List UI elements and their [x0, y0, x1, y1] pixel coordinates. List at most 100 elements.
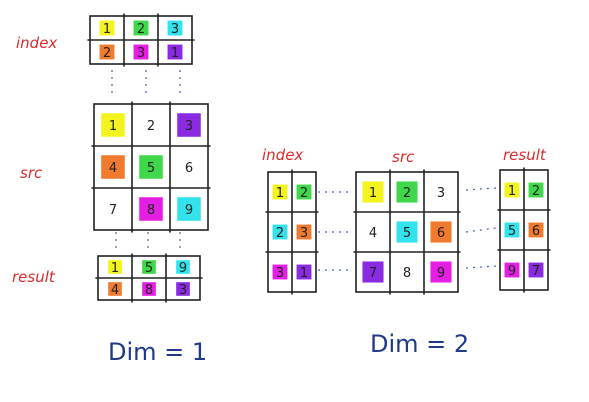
dim1-index-cell-highlight [167, 20, 183, 36]
dim2-result-cell-highlight [504, 222, 520, 238]
dim2-src-cell-value: 9 [437, 266, 445, 281]
dim1-src-label: src [20, 164, 43, 182]
dim1-index-cell-value: 2 [137, 22, 145, 37]
dim2-src-cell-highlight [396, 221, 418, 243]
dim2-index-label: index [262, 146, 303, 164]
dim2-result-cell-highlight [528, 262, 544, 278]
dim1-result-cell-highlight [142, 260, 156, 274]
dim1-src-cell-highlight [139, 197, 163, 221]
dim1-index-cell-highlight [167, 44, 183, 60]
dim1-index-cell-value: 2 [103, 46, 111, 61]
connector-dotted-line [465, 265, 497, 269]
dim1-index-cell-value: 3 [171, 22, 179, 37]
dim1-src-cell-value: 6 [185, 161, 193, 176]
dim1-src-cell-highlight [177, 113, 201, 137]
dim2-src-cell-value: 1 [369, 186, 377, 201]
dim2-src-cell-value: 2 [403, 186, 411, 201]
dim1-result-cell-highlight [108, 260, 122, 274]
dim1-connectors [111, 70, 181, 252]
dim2-index-cell-highlight [296, 184, 312, 200]
dim1-src-cell-highlight [101, 155, 125, 179]
dim2-src-cell-value: 5 [403, 226, 411, 241]
dim1-src-cell-value: 4 [109, 161, 117, 176]
dim1-src-cell-value: 1 [109, 119, 117, 134]
dim1-result-cell-highlight [108, 282, 122, 296]
dim1-result-cell-value: 3 [179, 283, 187, 298]
dim1-index-cell-highlight [99, 44, 115, 60]
dim2-result-grid: 1 2 5 6 9 7 [497, 167, 551, 293]
dim1-result-cell-value: 4 [111, 283, 119, 298]
dim2-index-cell-value: 1 [276, 186, 284, 201]
dim2-src-cell-highlight [430, 261, 452, 283]
dim1-src-cell-value: 7 [109, 203, 117, 218]
dim2-result-cell-value: 5 [508, 224, 516, 239]
dim2-index-cell-value: 2 [276, 226, 284, 241]
dim1-result-cell-value: 5 [145, 261, 153, 276]
dim1-index-cell-value: 1 [103, 22, 111, 37]
dim1-src-grid: 1 2 3 4 5 6 7 8 9 [91, 101, 211, 233]
dim1-result-cell-value: 9 [179, 261, 187, 276]
dim1-src-cell-value: 9 [185, 203, 193, 218]
dim2-src-cell-value: 8 [403, 266, 411, 281]
dim1-src-border [93, 103, 209, 231]
dim1-result-label: result [12, 268, 56, 286]
dim2-src-cell-highlight [396, 181, 418, 203]
dim2-connectors [318, 187, 497, 271]
dim2-caption: Dim = 2 [370, 330, 469, 358]
dim2-src-label: src [392, 148, 415, 166]
dim2-result-cell-value: 7 [532, 264, 540, 279]
dim2-src-border [355, 171, 459, 293]
dim1-src-cell-highlight [177, 197, 201, 221]
dim1-index-grid: 1 2 3 2 3 1 [87, 13, 195, 67]
dim1-src-cell-value: 2 [147, 119, 155, 134]
dim2-result-label: result [503, 146, 547, 164]
dim2-src-cell-highlight [362, 261, 384, 283]
dim2-index-cell-highlight [272, 184, 288, 200]
dim2-result-cell-value: 9 [508, 264, 516, 279]
connector-dotted-line [465, 227, 497, 233]
dim2-result-cell-value: 2 [532, 184, 540, 199]
dim1-result-cell-value: 1 [111, 261, 119, 276]
dim2-src-grid: 1 2 3 4 5 6 7 8 9 [353, 169, 461, 295]
dim2-index-cell-highlight [296, 224, 312, 240]
dim2-result-cell-highlight [528, 222, 544, 238]
dim1-index-cell-highlight [133, 44, 149, 60]
dim2-index-cell-value: 1 [300, 266, 308, 281]
dim1-caption: Dim = 1 [108, 338, 207, 366]
dim2-src-cell-highlight [362, 181, 384, 203]
dim1-result-cell-value: 8 [145, 283, 153, 298]
dim2-src-cell-value: 7 [369, 266, 377, 281]
dim2-index-grid: 1 2 2 3 3 1 [265, 169, 319, 295]
dim1-src-cell-highlight [139, 155, 163, 179]
dim1-src-cell-value: 3 [185, 119, 193, 134]
dim1-result-cell-highlight [142, 282, 156, 296]
dim1-result-cell-highlight [176, 282, 190, 296]
dim2-src-cell-value: 4 [369, 226, 377, 241]
dim2-result-cell-highlight [504, 262, 520, 278]
dim2-result-cell-value: 6 [532, 224, 540, 239]
dim1-result-cell-highlight [176, 260, 190, 274]
connector-dotted-line [465, 187, 497, 191]
dim2-result-cell-highlight [504, 182, 520, 198]
dim2-src-cell-value: 6 [437, 226, 445, 241]
dim2-index-cell-value: 3 [276, 266, 284, 281]
dim2-index-cell-highlight [272, 224, 288, 240]
dim2-src-cell-value: 3 [437, 186, 445, 201]
dim1-index-cell-highlight [133, 20, 149, 36]
dim1-src-cell-value: 8 [147, 203, 155, 218]
dim2-index-cell-value: 3 [300, 226, 308, 241]
dim1-result-grid: 1 5 9 4 8 3 [95, 253, 203, 303]
dim1-index-cell-value: 1 [171, 46, 179, 61]
dim2-result-cell-value: 1 [508, 184, 516, 199]
dim2-index-cell-highlight [296, 264, 312, 280]
dim1-index-cell-value: 3 [137, 46, 145, 61]
dim1-src-cell-value: 5 [147, 161, 155, 176]
dim1-index-label: index [16, 34, 57, 52]
dim2-index-cell-value: 2 [300, 186, 308, 201]
dim2-index-cell-highlight [272, 264, 288, 280]
dim1-src-cell-highlight [101, 113, 125, 137]
dim2-src-cell-highlight [430, 221, 452, 243]
dim2-result-cell-highlight [528, 182, 544, 198]
dim1-index-cell-highlight [99, 20, 115, 36]
